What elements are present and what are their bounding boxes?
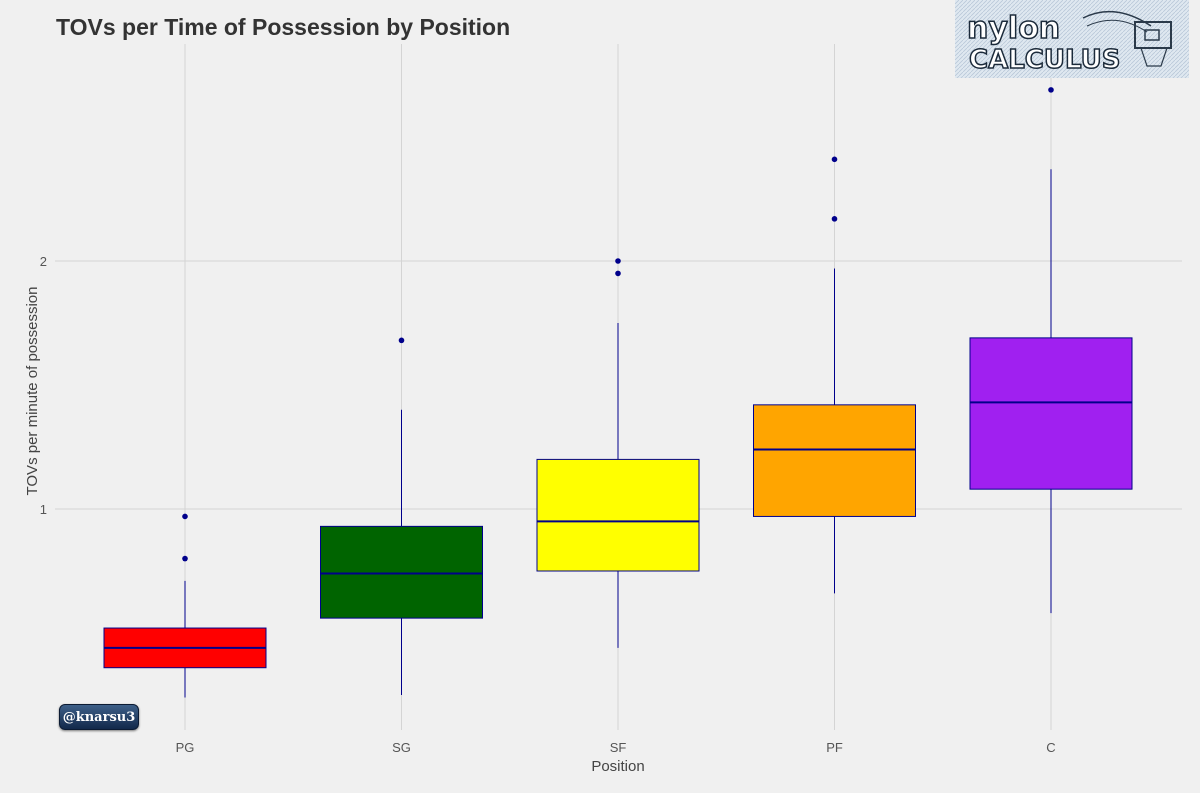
outlier-pf-0	[831, 216, 838, 222]
chart-title: TOVs per Time of Possession by Position	[56, 14, 511, 40]
x-axis-label: Position	[591, 758, 644, 775]
outlier-sf-0	[615, 270, 621, 277]
y-axis-label: TOVs per minute of possession	[24, 287, 41, 496]
x-tick-label-pg: PG	[176, 740, 195, 755]
boxes-layer	[103, 69, 1133, 698]
outlier-sf-1	[615, 258, 621, 264]
x-tick-label-c: C	[1046, 740, 1055, 755]
box-group-pg	[103, 513, 267, 698]
x-tick-label-pf: PF	[826, 740, 843, 755]
y-tick-label-1: 2	[40, 254, 47, 269]
x-tick-labels: PG SG SF PF C	[176, 740, 1056, 755]
box-group-sg	[320, 337, 483, 695]
y-tick-labels: 12	[40, 254, 47, 517]
box-group-sf	[536, 258, 700, 648]
box-group-c	[969, 69, 1133, 614]
outlier-sg-0	[398, 337, 405, 344]
y-tick-label-0: 1	[40, 502, 47, 517]
x-tick-label-sf: SF	[610, 740, 627, 755]
logo-line2: CALCULUS	[969, 45, 1120, 75]
nylon-calculus-logo: nylon CALCULUS	[955, 0, 1189, 78]
outlier-pg-0	[182, 555, 188, 562]
box-sf	[536, 458, 700, 572]
outlier-pf-1	[831, 156, 838, 163]
logo-line1: nylon	[967, 11, 1060, 46]
box-sg	[320, 525, 483, 619]
box-pf	[753, 404, 916, 517]
outlier-c-0	[1048, 87, 1054, 93]
box-group-pf	[753, 156, 916, 594]
twitter-handle-badge: @knarsu3	[59, 704, 139, 730]
box-c	[969, 337, 1133, 490]
x-tick-label-sg: SG	[392, 740, 411, 755]
outlier-pg-1	[182, 513, 188, 520]
